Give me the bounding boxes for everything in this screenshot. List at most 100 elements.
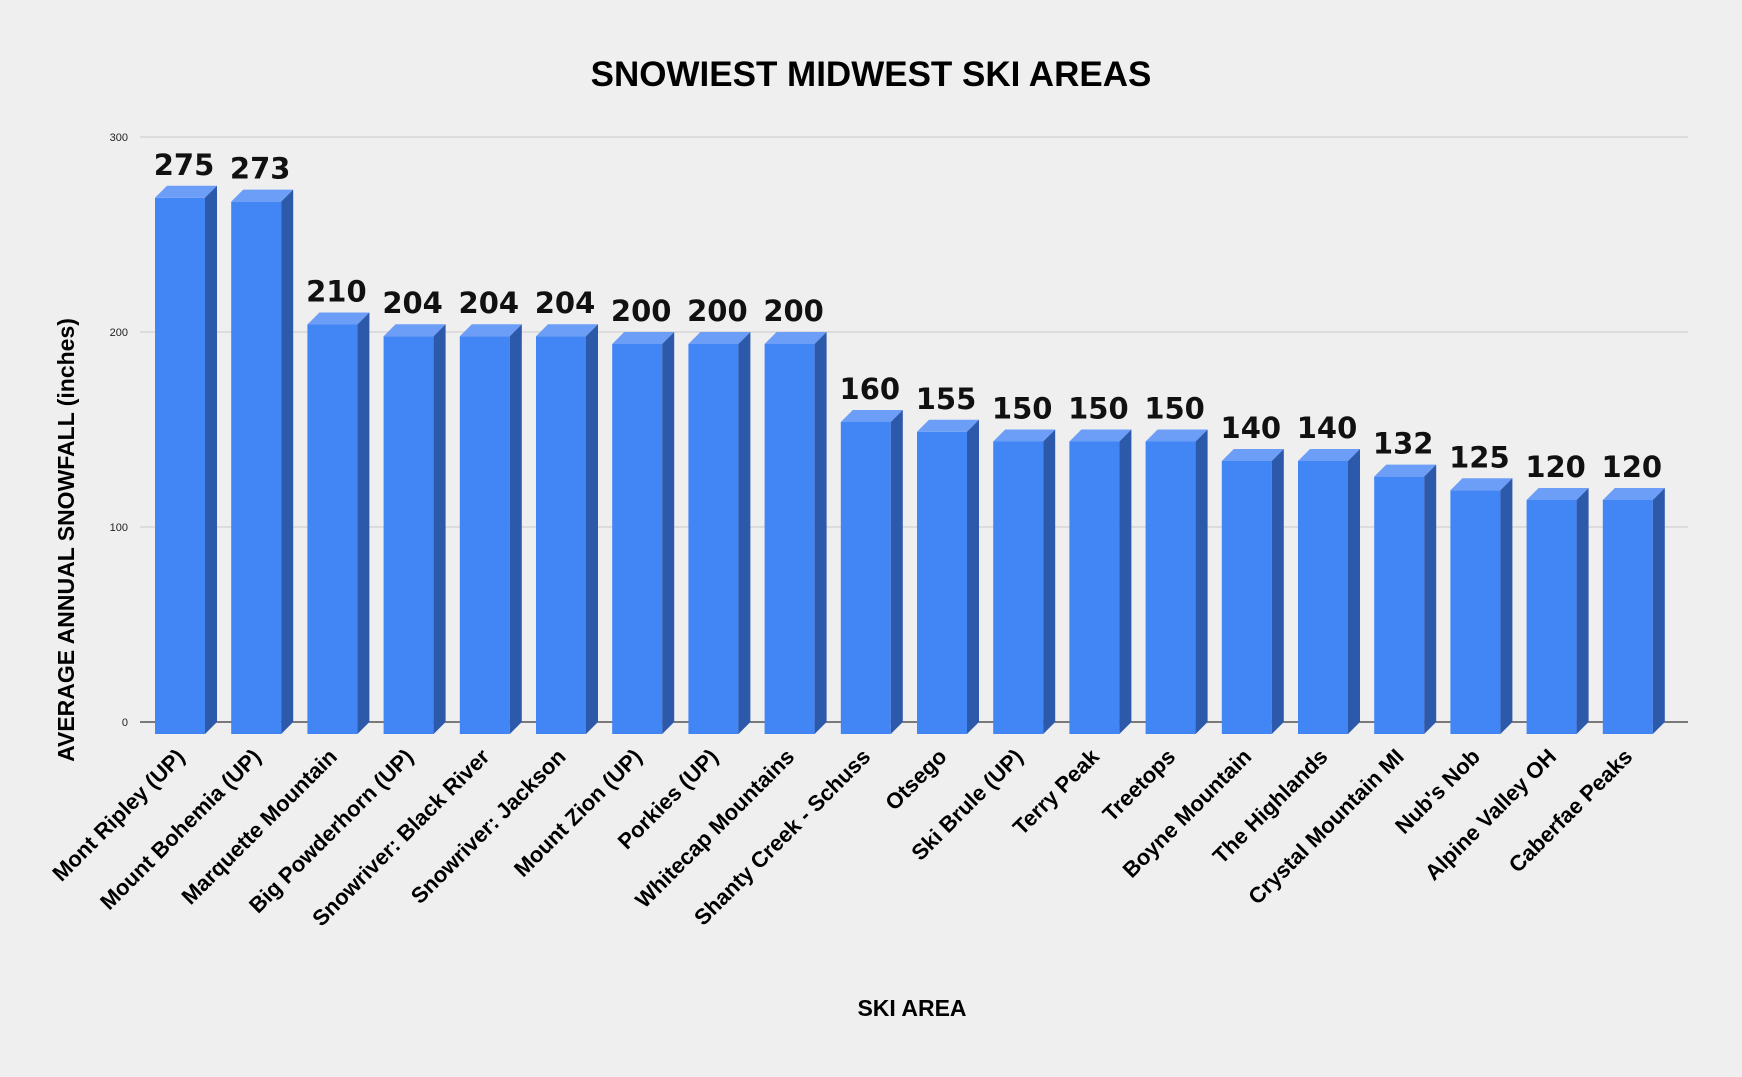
- y-tick-label: 0: [122, 717, 128, 729]
- bar-side: [890, 410, 903, 734]
- bar-side: [1500, 478, 1513, 734]
- bars: [155, 185, 1665, 734]
- bar-top: [231, 189, 294, 202]
- bar-front: [840, 422, 891, 734]
- bar-top: [612, 332, 675, 344]
- bar-top: [1526, 488, 1589, 500]
- bar: [1450, 478, 1513, 734]
- bar-front: [231, 201, 282, 734]
- bar-side: [738, 332, 751, 734]
- bar: [307, 312, 370, 734]
- data-label: 200: [763, 294, 824, 328]
- bar-side: [433, 324, 446, 734]
- data-label: 200: [687, 294, 748, 328]
- x-tick-label: Mont Ripley (UP): [47, 744, 189, 886]
- bar-front: [1450, 490, 1501, 734]
- bar-side: [1424, 464, 1437, 734]
- x-axis-ticks: Mont Ripley (UP)Mount Bohemia (UP)Marque…: [47, 743, 1637, 931]
- bar-top: [840, 410, 903, 422]
- bar-side: [967, 419, 979, 734]
- bar-front: [1298, 461, 1348, 734]
- bar-top: [1145, 429, 1208, 442]
- bar-side: [1652, 488, 1665, 734]
- bar-side: [1119, 429, 1132, 734]
- bar-front: [1374, 476, 1425, 734]
- y-tick-label: 300: [110, 132, 128, 144]
- y-axis-ticks: 0 100 200 300: [110, 132, 128, 729]
- bar: [459, 324, 522, 734]
- data-label: 200: [611, 294, 672, 328]
- bar: [1526, 488, 1589, 734]
- bar: [1221, 449, 1284, 734]
- bar: [688, 332, 751, 734]
- x-tick-label: Otsego: [880, 744, 951, 815]
- bar: [1145, 429, 1208, 734]
- x-tick-label: Boyne Mountain: [1118, 744, 1257, 883]
- bar: [917, 419, 979, 734]
- bar-top: [459, 324, 522, 337]
- x-axis-title: SKI AREA: [857, 995, 966, 1021]
- y-axis-title: AVERAGE ANNUAL SNOWFALL (inches): [53, 318, 79, 762]
- bar-front: [1602, 500, 1653, 734]
- bar-side: [509, 324, 522, 734]
- data-label: 160: [840, 372, 901, 406]
- bar-top: [1450, 478, 1513, 491]
- bar: [612, 332, 675, 734]
- bar: [993, 429, 1056, 734]
- bar: [383, 324, 446, 734]
- bar-front: [459, 336, 510, 734]
- bar-front: [155, 197, 205, 734]
- bar-front: [688, 344, 739, 734]
- bar: [764, 332, 827, 734]
- y-tick-label: 100: [110, 522, 128, 534]
- bar: [231, 189, 294, 734]
- data-label: 150: [1068, 392, 1129, 426]
- bar-top: [917, 419, 979, 432]
- bar-top: [383, 324, 446, 337]
- bar-side: [357, 312, 370, 734]
- bar-top: [993, 429, 1056, 442]
- bar-top: [1221, 449, 1284, 461]
- bar-top: [307, 312, 370, 325]
- data-label: 210: [306, 275, 367, 309]
- bar-top: [1602, 488, 1665, 500]
- data-labels: 275 273 210 204 204 204 200 200 200 160 155 150 150 1…: [154, 148, 1662, 484]
- bar: [1298, 449, 1360, 734]
- data-label: 275: [154, 148, 215, 182]
- x-tick-label: Mount Zion (UP): [509, 744, 647, 882]
- bar-side: [281, 189, 294, 734]
- bar: [155, 185, 217, 734]
- data-label: 140: [1221, 411, 1282, 445]
- bar-front: [917, 431, 967, 734]
- bar-front: [383, 336, 434, 734]
- bar-side: [586, 324, 598, 734]
- bar-front: [1145, 441, 1196, 734]
- data-label: 150: [992, 392, 1053, 426]
- bar-front: [612, 344, 663, 734]
- bar-top: [1374, 464, 1437, 477]
- bar: [840, 410, 903, 734]
- bar: [1069, 429, 1132, 734]
- bar-side: [205, 185, 217, 734]
- data-label: 155: [916, 382, 977, 416]
- bar-side: [662, 332, 675, 734]
- bar-side: [1271, 449, 1284, 734]
- bar-top: [155, 185, 217, 198]
- data-label: 140: [1297, 411, 1358, 445]
- bar-top: [688, 332, 751, 344]
- data-label: 204: [535, 286, 596, 320]
- x-tick-label: Crystal Mountain MI: [1243, 744, 1408, 909]
- bar-top: [764, 332, 827, 344]
- bar-front: [1069, 441, 1120, 734]
- bar: [536, 324, 598, 734]
- data-label: 204: [382, 286, 443, 320]
- bar-front: [536, 336, 586, 734]
- bar-top: [1298, 449, 1360, 461]
- bar-front: [764, 344, 815, 734]
- bar-side: [1348, 449, 1360, 734]
- x-tick-label: Alpine Valley OH: [1420, 744, 1561, 885]
- data-label: 120: [1602, 450, 1663, 484]
- bar-side: [1043, 429, 1056, 734]
- bar: [1602, 488, 1665, 734]
